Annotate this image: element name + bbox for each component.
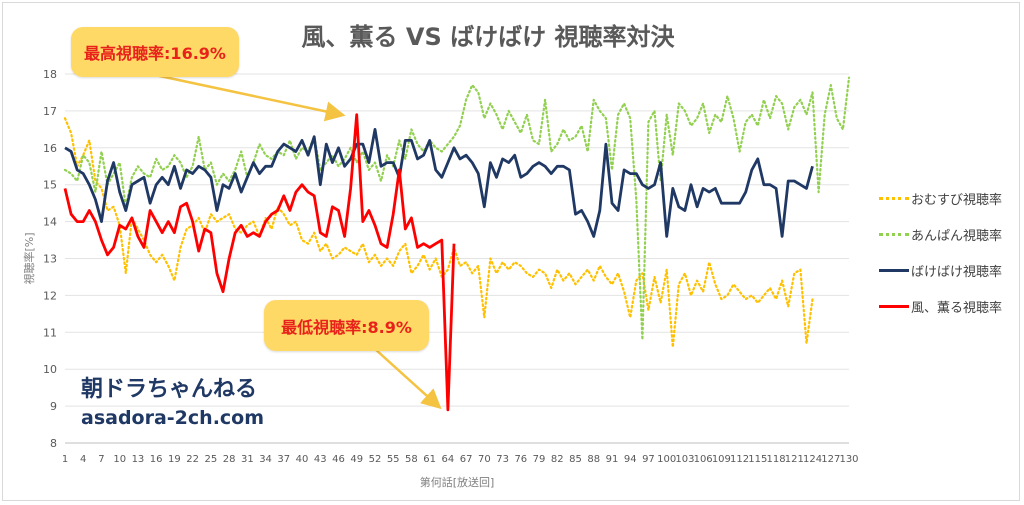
x-tick-label: 106 [694, 454, 713, 465]
x-tick-label: 40 [296, 454, 309, 465]
legend-item-kaze-kaoru: 風、薫る視聴率 [879, 296, 1024, 316]
x-tick-label: 28 [223, 454, 236, 465]
y-tick-label: 10 [43, 363, 57, 376]
y-tick-label: 15 [43, 179, 57, 192]
legend-item-bakebake: ばけばけ視聴率 [879, 260, 1024, 280]
legend-label-kaze-kaoru: 風、薫る視聴率 [911, 301, 1003, 316]
y-tick-label: 12 [43, 289, 57, 302]
x-tick-label: 13 [132, 454, 145, 465]
min-rating-callout: 最低視聴率:8.9% [264, 300, 429, 351]
x-tick-label: 10 [113, 454, 126, 465]
legend-label-anpan: あんぱん視聴率 [911, 229, 1003, 244]
max-callout-arrow [154, 73, 346, 122]
y-tick-label: 8 [50, 437, 57, 450]
y-tick-label: 16 [43, 142, 57, 155]
x-tick-label: 25 [204, 454, 217, 465]
x-tick-label: 61 [423, 454, 436, 465]
x-tick-label: 19 [168, 454, 181, 465]
y-tick-label: 17 [43, 105, 57, 118]
x-tick-label: 112 [730, 454, 749, 465]
x-tick-label: 109 [712, 454, 731, 465]
x-tick-label: 16 [150, 454, 163, 465]
x-tick-label: 43 [314, 454, 327, 465]
x-tick-label: 103 [675, 454, 694, 465]
y-tick-label: 9 [50, 400, 57, 413]
x-tick-label: 46 [332, 454, 345, 465]
y-tick-label: 11 [43, 326, 57, 339]
x-tick-label: 91 [606, 454, 619, 465]
x-tick-label: 70 [478, 454, 491, 465]
x-tick-label: 82 [551, 454, 564, 465]
legend-swatch-anpan [879, 233, 909, 236]
x-tick-label: 76 [514, 454, 527, 465]
x-tick-label: 79 [533, 454, 546, 465]
legend-item-anpan: あんぱん視聴率 [879, 224, 1024, 244]
watermark-site-url: asadora-2ch.com [81, 407, 265, 429]
x-tick-label: 88 [587, 454, 600, 465]
legend-swatch-bakebake [879, 269, 909, 272]
x-axis-label: 第何話[放送回] [420, 475, 495, 489]
y-tick-label: 18 [43, 68, 57, 81]
series-line-bakebake [64, 128, 814, 238]
x-tick-label: 67 [460, 454, 473, 465]
x-tick-label: 118 [767, 454, 786, 465]
x-tick-label: 7 [98, 454, 104, 465]
x-tick-label: 127 [821, 454, 840, 465]
x-tick-label: 85 [569, 454, 582, 465]
x-tick-label: 100 [657, 454, 676, 465]
y-axis-label: 視聴率[%] [22, 232, 36, 284]
min-callout-arrow [374, 348, 442, 410]
x-tick-label: 31 [241, 454, 254, 465]
legend-label-bakebake: ばけばけ視聴率 [911, 265, 1003, 280]
x-tick-label: 130 [839, 454, 858, 465]
y-tick-label: 13 [43, 253, 57, 266]
max-rating-callout: 最高視聴率:16.9% [71, 27, 239, 77]
legend-item-omusubi: おむすび視聴率 [879, 188, 1024, 208]
x-tick-label: 4 [80, 454, 86, 465]
legend-swatch-kaze-kaoru [879, 305, 909, 308]
x-tick-label: 121 [785, 454, 804, 465]
legend-swatch-omusubi [879, 197, 909, 200]
watermark-site-name: 朝ドラちゃんねる [81, 377, 258, 402]
x-tick-label: 52 [369, 454, 382, 465]
x-tick-label: 73 [496, 454, 509, 465]
x-tick-label: 37 [277, 454, 290, 465]
x-tick-label: 34 [259, 454, 272, 465]
series-line-anpan [63, 76, 851, 341]
x-tick-label: 55 [387, 454, 400, 465]
chart-title: 風、薫る VS ばけばけ 視聴率対決 [301, 23, 675, 51]
x-tick-label: 49 [350, 454, 363, 465]
x-tick-label: 64 [442, 454, 455, 465]
y-tick-label: 14 [43, 216, 57, 229]
x-tick-label: 94 [624, 454, 637, 465]
x-tick-label: 22 [186, 454, 199, 465]
series-line-kaze-kaoru [63, 113, 456, 412]
series-line-omusubi [63, 117, 814, 349]
x-tick-label: 1 [62, 454, 68, 465]
x-tick-label: 115 [748, 454, 767, 465]
x-tick-label: 124 [803, 454, 822, 465]
x-tick-label: 58 [405, 454, 418, 465]
legend-label-omusubi: おむすび視聴率 [911, 193, 1003, 208]
x-tick-label: 97 [642, 454, 655, 465]
